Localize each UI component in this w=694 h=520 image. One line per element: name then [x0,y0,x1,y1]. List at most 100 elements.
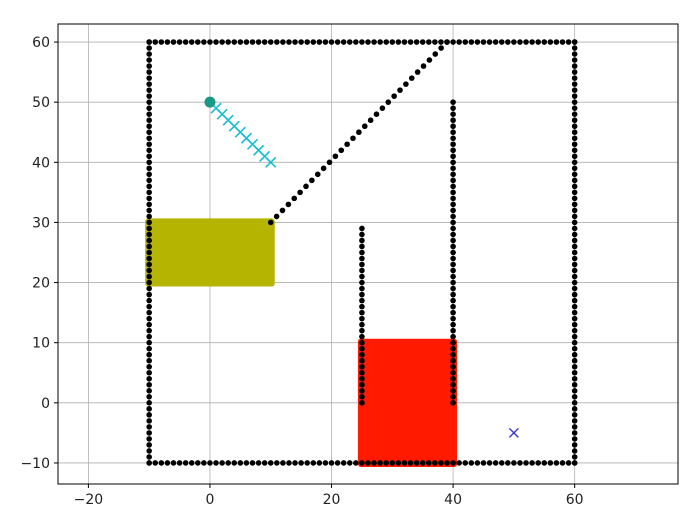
obstacle-point [274,460,280,466]
obstacle-point [359,381,365,388]
obstacle-point [146,261,152,268]
obstacle-point [261,460,268,466]
obstacle-point [571,201,578,208]
obstacle-point [146,93,152,99]
obstacle-point [438,39,444,45]
obstacle-point [571,345,578,352]
obstacle-point [326,159,333,166]
y-tick-label: −10 [20,456,50,472]
obstacle-point [359,327,365,334]
obstacle-point [279,207,286,214]
obstacle-point [547,39,554,45]
obstacle-point [267,219,274,226]
obstacle-point [170,460,177,466]
obstacle-point [170,39,177,45]
obstacle-point [359,363,365,370]
obstacle-point [438,460,444,466]
obstacle-point [425,39,432,45]
obstacle-point [146,63,152,69]
obstacle-point [498,39,505,45]
obstacle-point [359,243,365,250]
obstacle-point [146,387,152,394]
obstacle-point [359,39,365,45]
obstacle-point [571,129,578,136]
obstacle-point [383,39,390,45]
obstacle-point [146,165,152,172]
obstacle-point [334,460,341,466]
obstacle-point [571,171,578,178]
obstacle-point [188,39,195,45]
obstacle-point [146,99,152,105]
obstacle-point [571,375,578,382]
obstacle-point [450,333,456,340]
obstacle-point [517,460,523,466]
obstacle-point [146,189,152,196]
obstacle-point [535,39,541,45]
obstacle-point [146,105,152,111]
obstacle-point [571,225,578,232]
obstacle-point [146,81,152,87]
obstacle-point [164,39,171,45]
obstacle-point [146,333,152,340]
obstacle-point [316,39,323,45]
obstacle-point [571,231,578,238]
obstacle-point [432,51,439,57]
obstacle-point [571,159,578,166]
obstacle-point [432,39,438,45]
obstacle-point [535,460,541,466]
obstacle-point [314,171,321,178]
obstacle-point [146,460,152,466]
obstacle-point [450,460,456,466]
obstacle-point [146,225,152,232]
obstacle-point [571,219,578,226]
x-mark-stroke [216,108,228,120]
y-tick-label: 60 [32,35,50,51]
obstacle-point [571,99,578,105]
obstacle-point [571,57,578,63]
obstacle-point [231,39,238,45]
obstacle-point [255,460,262,466]
obstacle-point [450,375,456,382]
obstacle-point [571,412,578,418]
obstacle-point [450,207,456,214]
obstacle-point [158,39,165,45]
obstacle-point [450,111,456,117]
obstacle-point [310,39,317,45]
obstacle-point [529,460,535,466]
obstacle-point [571,279,578,286]
obstacle-point [285,201,292,208]
obstacle-point [571,69,578,75]
obstacle-point [571,39,578,45]
obstacle-point [450,279,456,286]
x-mark-stroke [246,138,259,150]
obstacle-point [571,454,578,460]
obstacle-point [450,351,456,358]
obstacle-point [450,261,456,268]
obstacle-point [146,424,152,430]
obstacle-point [280,39,286,45]
obstacle-point [286,39,292,45]
obstacle-point [359,267,365,274]
obstacle-point [571,430,578,436]
x-mark-stroke [508,427,519,438]
obstacle-point [359,297,365,304]
obstacle-point [316,460,323,466]
obstacle-point [361,123,368,130]
obstacle-point [195,460,201,466]
obstacle-point [517,39,523,45]
obstacle-point [267,460,274,466]
obstacle-point [571,400,578,406]
obstacle-point [385,99,392,105]
obstacle-point [334,39,341,45]
obstacle-point [450,39,456,45]
obstacle-point [292,460,298,466]
obstacle-point [450,165,456,172]
obstacle-point [468,460,475,466]
obstacle-point [261,39,268,45]
obstacle-point [291,195,298,202]
obstacle-point [359,460,365,466]
obstacle-point [188,460,195,466]
obstacle-point [450,159,456,166]
obstacle-point [303,183,309,190]
obstacle-point [571,189,578,196]
